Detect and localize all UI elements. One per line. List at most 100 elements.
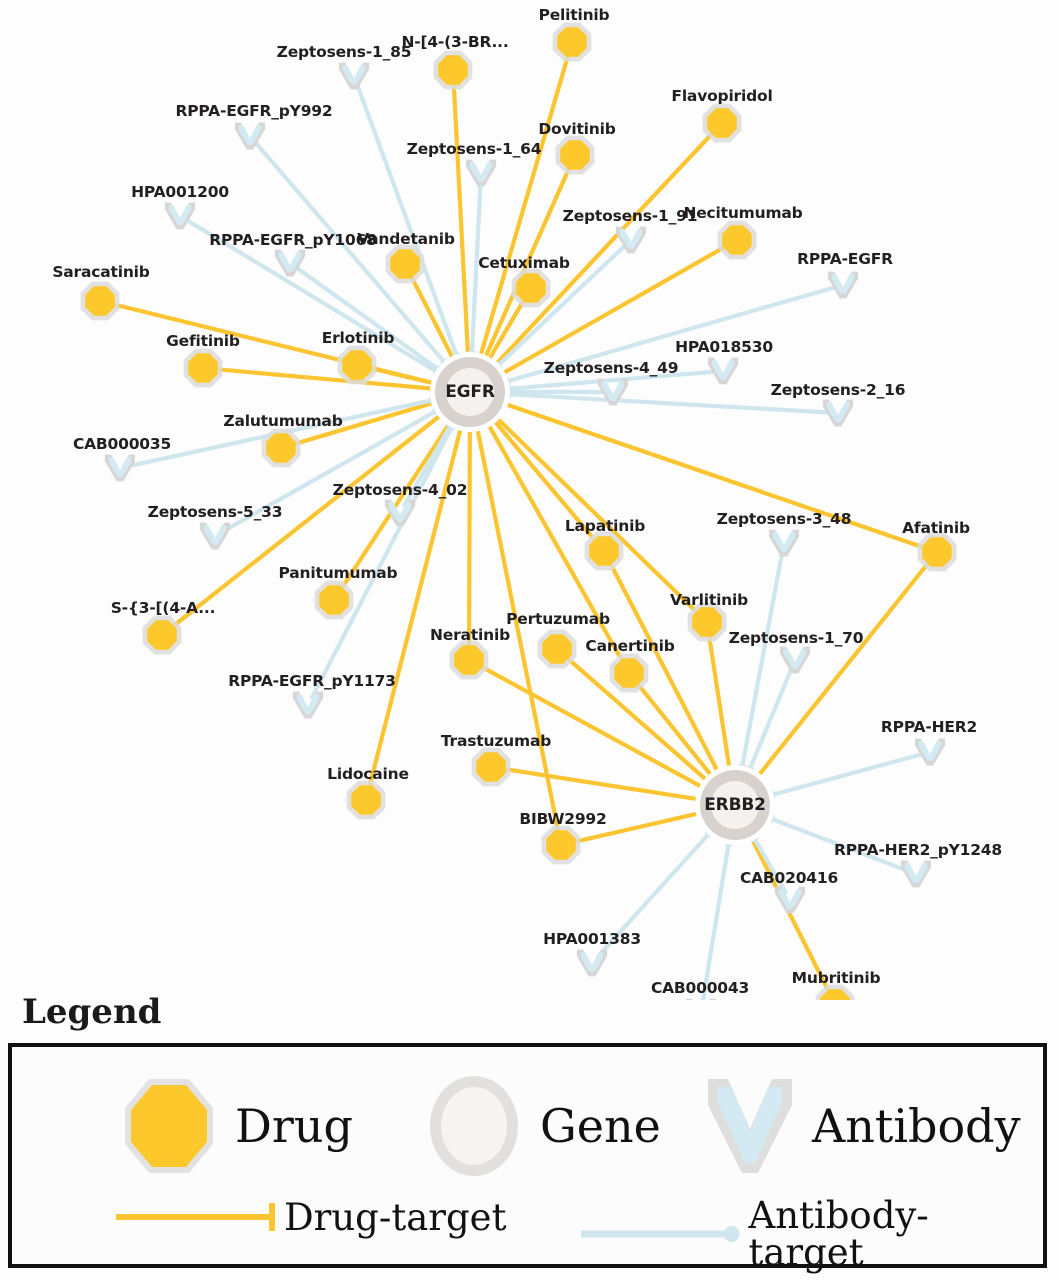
- antibody-node[interactable]: [234, 122, 266, 150]
- edge-drug-target: [451, 76, 471, 359]
- antibody-node[interactable]: [768, 529, 800, 557]
- drug-shape: [557, 27, 587, 57]
- drug-node[interactable]: [261, 428, 301, 468]
- drug-shape: [820, 989, 850, 1000]
- edge-drug-target: [474, 662, 706, 790]
- drug-node[interactable]: [183, 348, 223, 388]
- drug-shape: [351, 785, 381, 815]
- antibody-node[interactable]: [779, 646, 811, 674]
- antibody-shape: [711, 360, 735, 380]
- drug-node[interactable]: [511, 268, 551, 308]
- antibody-shape: [203, 525, 227, 545]
- edge-antibody-target: [310, 421, 456, 700]
- antibody-node[interactable]: [576, 949, 608, 977]
- drug-node[interactable]: [815, 984, 855, 1000]
- edge-antibody-target: [220, 407, 441, 534]
- gene-center: [711, 781, 759, 829]
- antibody-node[interactable]: [338, 62, 370, 90]
- edge-drug-target: [561, 652, 711, 784]
- drug-node[interactable]: [337, 345, 377, 385]
- drug-node[interactable]: [314, 580, 354, 620]
- drug-node[interactable]: [687, 602, 727, 642]
- drug-shape: [390, 249, 420, 279]
- antibody-shape: [388, 502, 412, 522]
- edge-drug-target: [501, 401, 931, 552]
- drug-node[interactable]: [717, 220, 757, 260]
- drug-node[interactable]: [702, 103, 742, 143]
- drug-node[interactable]: [449, 640, 489, 680]
- antibody-node[interactable]: [292, 691, 324, 719]
- network-graph[interactable]: [0, 0, 1059, 1000]
- drug-node[interactable]: [346, 780, 386, 820]
- legend-node-row: Drug Gene Antibody: [12, 1071, 1043, 1181]
- drug-node[interactable]: [552, 22, 592, 62]
- edge-drug-target: [406, 269, 456, 363]
- drug-shape: [147, 620, 177, 650]
- gene-node[interactable]: [430, 352, 510, 432]
- antibody-node[interactable]: [900, 860, 932, 888]
- drug-node[interactable]: [584, 531, 624, 571]
- drug-shape: [319, 585, 349, 615]
- drug-node[interactable]: [537, 629, 577, 669]
- antibody-node[interactable]: [685, 998, 717, 1000]
- drug-node[interactable]: [555, 135, 595, 175]
- edges-layer: [106, 48, 934, 1000]
- edge-antibody-target: [469, 179, 483, 359]
- edge-antibody-target: [494, 244, 627, 370]
- antibody-shape: [831, 274, 855, 294]
- gene-node[interactable]: [695, 765, 775, 845]
- antibody-node[interactable]: [199, 522, 231, 550]
- antibody-shape: [342, 65, 366, 85]
- antibody-node[interactable]: [822, 399, 854, 427]
- antibody-node[interactable]: [465, 159, 497, 187]
- drug-node[interactable]: [609, 653, 649, 693]
- edge-antibody-target: [185, 218, 442, 376]
- edge-antibody-target: [503, 369, 717, 392]
- legend-item-antibody-target: Antibody-target: [577, 1197, 1043, 1271]
- edge-drug-target: [499, 242, 732, 377]
- drug-node[interactable]: [917, 532, 957, 572]
- antibody-node[interactable]: [827, 271, 859, 299]
- antibody-shape: [783, 649, 807, 669]
- antibody-node[interactable]: [774, 886, 806, 914]
- antibody-node[interactable]: [914, 738, 946, 766]
- edge-drug-target: [491, 417, 601, 547]
- legend-box: Drug Gene Antibody: [8, 1043, 1047, 1271]
- drug-node[interactable]: [385, 244, 425, 284]
- antibody-shape: [168, 205, 192, 225]
- drug-node[interactable]: [80, 281, 120, 321]
- edge-drug-target: [493, 414, 703, 618]
- antibody-node[interactable]: [384, 499, 416, 527]
- edge-antibody-target: [739, 549, 785, 772]
- drug-shape: [188, 353, 218, 383]
- drug-node[interactable]: [471, 747, 511, 787]
- edge-drug-target: [474, 425, 562, 839]
- edge-antibody-target: [355, 82, 460, 361]
- chevron-icon: [708, 1079, 792, 1173]
- drug-node[interactable]: [142, 615, 182, 655]
- antibody-shape: [904, 863, 928, 883]
- antibody-shape: [469, 162, 493, 182]
- antibody-node[interactable]: [597, 378, 629, 406]
- drug-node[interactable]: [433, 50, 473, 90]
- edge-antibody-target: [746, 666, 794, 774]
- legend-item-gene: Gene: [422, 1071, 661, 1181]
- antibody-shape: [278, 252, 302, 272]
- antibody-shape: [772, 532, 796, 552]
- antibody-halo: [685, 998, 717, 1000]
- antibody-node[interactable]: [104, 454, 136, 482]
- antibody-node[interactable]: [615, 226, 647, 254]
- edge-antibody-target: [766, 815, 910, 873]
- antibody-shape: [580, 952, 604, 972]
- drug-node[interactable]: [541, 825, 581, 865]
- antibody-node[interactable]: [274, 249, 306, 277]
- drug-shape: [476, 752, 506, 782]
- drug-shape: [266, 433, 296, 463]
- edge-antibody-target: [503, 391, 832, 415]
- antibody-node[interactable]: [164, 202, 196, 230]
- antibody-node[interactable]: [707, 357, 739, 385]
- edge-drug-target: [485, 421, 627, 668]
- legend-edge-row: Drug-target Antibody-target: [12, 1197, 1043, 1271]
- edge-drug-target: [486, 293, 529, 364]
